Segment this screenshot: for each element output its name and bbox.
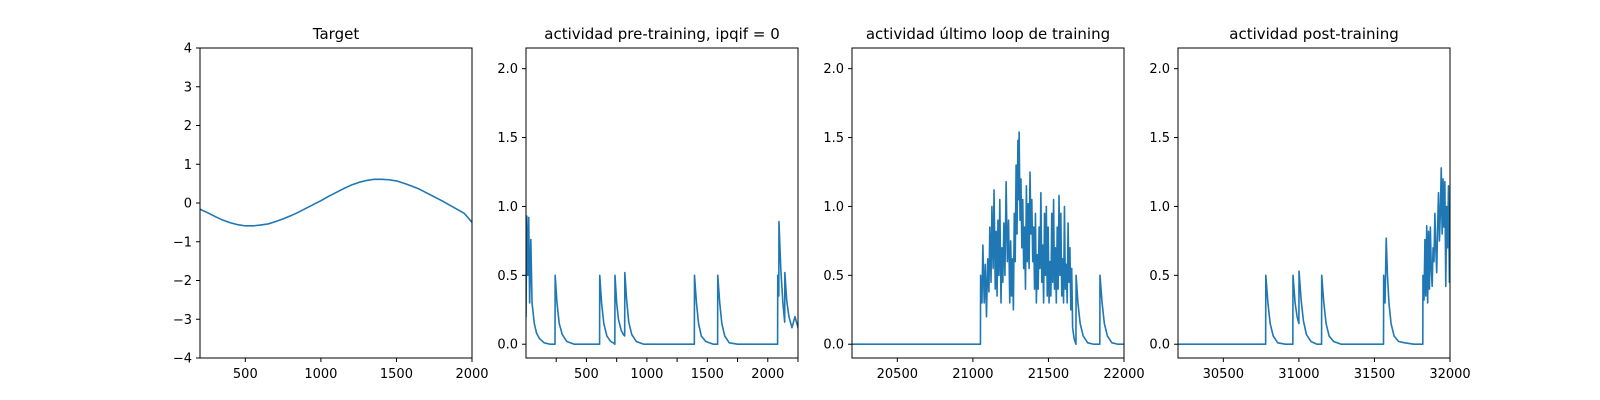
series-line: [852, 131, 1124, 346]
y-tick-label: 0.5: [823, 269, 844, 284]
y-tick-label: 0.0: [1149, 338, 1170, 353]
y-tick-label: 2.0: [823, 62, 844, 77]
y-tick-label: 0.5: [497, 269, 518, 284]
panel-pre-training: actividad pre-training, ipqif = 0 500 1000…: [497, 25, 799, 382]
panel-post-training: actividad post-training 30500 31000 31500 32…: [1149, 25, 1470, 382]
y-tick-label: 0.5: [1149, 269, 1170, 284]
y-tick-label: 2.0: [497, 62, 518, 77]
y-tick-label: 1.5: [1149, 131, 1170, 146]
x-tick-label: 500: [574, 367, 599, 382]
x-tick-label: 2000: [751, 367, 784, 382]
x-tick-label: 22000: [1103, 367, 1144, 382]
series-line: [1178, 167, 1450, 346]
x-tick-label: 2000: [455, 367, 488, 382]
axes-frame: [851, 47, 1125, 359]
panel-title: Target: [312, 25, 360, 43]
x-tick-label: 21500: [1028, 367, 1069, 382]
y-tick-label: 1: [184, 158, 192, 173]
x-tick-label: 20500: [877, 367, 918, 382]
panel-title: actividad pre-training, ipqif = 0: [544, 25, 780, 43]
axes-frame: [199, 47, 473, 359]
y-tick-label: 0.0: [823, 338, 844, 353]
y-tick-label: 2: [184, 119, 192, 134]
x-tick-label: 1000: [304, 367, 337, 382]
y-tick-label: −3: [173, 313, 192, 328]
x-tick-label: 1000: [630, 367, 663, 382]
y-tick-label: 2.0: [1149, 62, 1170, 77]
x-tick-label: 500: [233, 367, 258, 382]
x-tick-label: 21000: [952, 367, 993, 382]
y-tick-label: 1.0: [1149, 200, 1170, 215]
y-tick-label: 1.5: [497, 131, 518, 146]
y-tick-label: −2: [173, 274, 192, 289]
panel-title: actividad último loop de training: [866, 25, 1110, 43]
panel-target: Target 500 1000 1500 2000 −4 −3 −2 −1 0 1 2 3 4: [173, 25, 489, 382]
panel-last-training-loop: actividad último loop de training 20500 21…: [823, 25, 1144, 382]
series-line: [200, 178, 472, 227]
panel-title: actividad post-training: [1229, 25, 1398, 43]
series-line: [526, 215, 798, 346]
x-tick-label: 31500: [1354, 367, 1395, 382]
axes-frame: [1177, 47, 1451, 359]
y-tick-label: 1.0: [497, 200, 518, 215]
y-tick-label: −1: [173, 235, 192, 250]
axes-frame: [525, 47, 799, 359]
x-tick-label: 32000: [1429, 367, 1470, 382]
y-tick-label: −4: [173, 352, 192, 367]
x-tick-label: 30500: [1203, 367, 1244, 382]
x-tick-label: 1500: [380, 367, 413, 382]
y-tick-label: 0: [184, 197, 192, 212]
x-tick-label: 31000: [1278, 367, 1319, 382]
y-tick-label: 4: [184, 42, 192, 57]
y-tick-label: 1.0: [823, 200, 844, 215]
y-tick-label: 0.0: [497, 338, 518, 353]
y-tick-label: 1.5: [823, 131, 844, 146]
y-tick-label: 3: [184, 80, 192, 95]
x-tick-label: 1500: [691, 367, 724, 382]
